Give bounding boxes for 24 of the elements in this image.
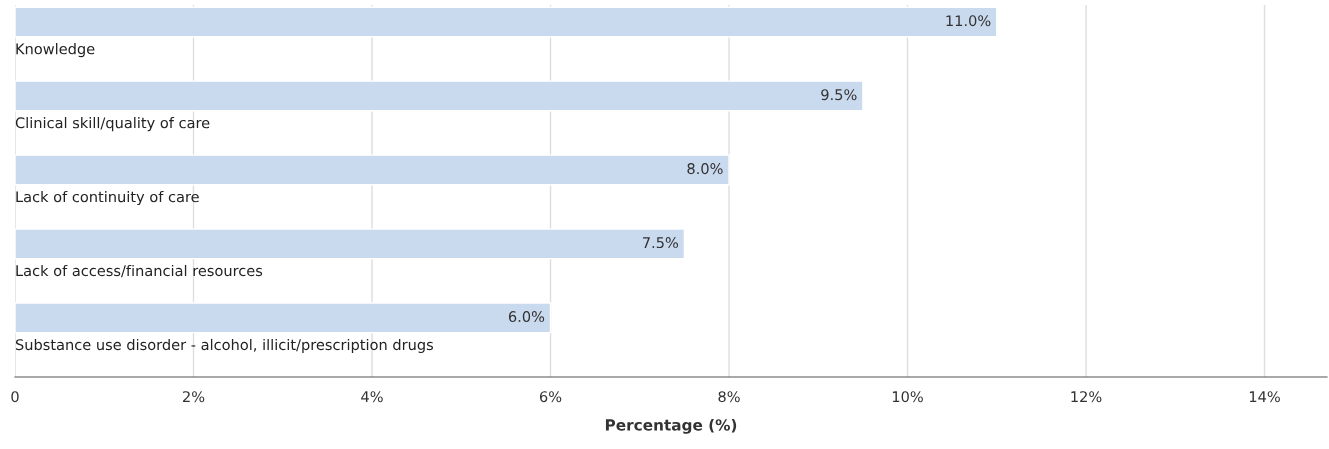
y-tick-label: Substance use disorder - alcohol, illicit/prescription drugs [15,338,433,353]
x-tick-label: 12% [1071,391,1102,403]
x-tick-label: 14% [1249,391,1280,403]
x-tick-label: 8% [718,391,740,403]
x-tick-label: 0 [11,391,19,403]
data-label: 11.0% [946,15,991,27]
x-tick-label: 6% [539,391,562,403]
x-tick-label: 2% [183,391,205,403]
bar [15,80,864,112]
y-tick-label: Lack of continuity of care [16,190,199,206]
x-axis-title: Percentage (%) [605,418,737,434]
x-tick-label: 4% [361,391,383,403]
data-label: 8.0% [687,163,723,175]
data-label: 9.5% [821,89,857,101]
bar [15,302,552,334]
bar [15,6,998,38]
bar [15,154,730,186]
y-tick-label: Lack of access/financial resources [16,264,263,278]
bar [15,228,686,260]
y-tick-label: Knowledge [16,43,95,58]
y-tick-label: Clinical skill/quality of care [15,117,210,132]
data-label: 6.0% [508,311,545,323]
x-tick-label: 10% [892,391,923,403]
data-label: 7.5% [642,237,679,249]
